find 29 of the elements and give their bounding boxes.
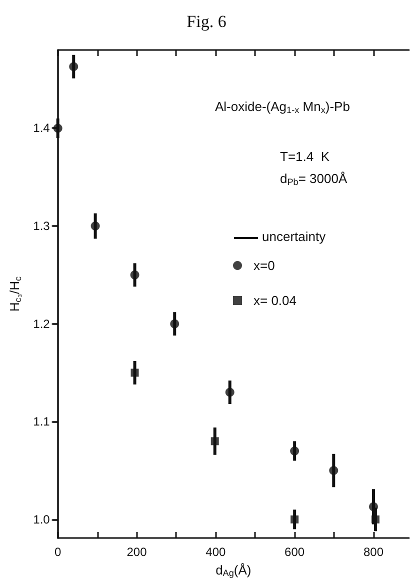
y-tick-label: 1.3: [33, 219, 50, 234]
x-tick-label: 0: [54, 545, 62, 559]
y-tick-label: 1.0: [33, 512, 50, 526]
legend-label: x=0: [254, 258, 275, 273]
point: [69, 62, 78, 72]
point: [130, 368, 139, 377]
point: [329, 466, 338, 476]
point: [210, 437, 219, 446]
chart-title: Fig. 6: [186, 12, 226, 31]
point: [53, 124, 62, 133]
point: [130, 270, 140, 280]
point: [90, 222, 100, 231]
annotation: uncertainty: [262, 229, 326, 244]
y-axis-title: Hc₃/Hc: [7, 276, 23, 312]
y-tick-label: 1.2: [33, 316, 50, 331]
point: [290, 515, 299, 524]
y-tick-label: 1.4: [33, 121, 50, 136]
y-tick-label: 1.1: [33, 414, 50, 429]
point: [170, 319, 180, 328]
x-tick-label: 200: [126, 545, 148, 559]
point: [369, 502, 378, 512]
point: [290, 446, 300, 456]
point: [225, 388, 234, 397]
point: [371, 515, 380, 524]
annotation: T=1.4 K: [280, 149, 330, 164]
legend-label: x= 0.04: [254, 293, 297, 308]
x-tick-label: 400: [206, 545, 226, 559]
x-tick-label: 800: [363, 545, 384, 559]
x-tick-label: 600: [284, 545, 305, 559]
